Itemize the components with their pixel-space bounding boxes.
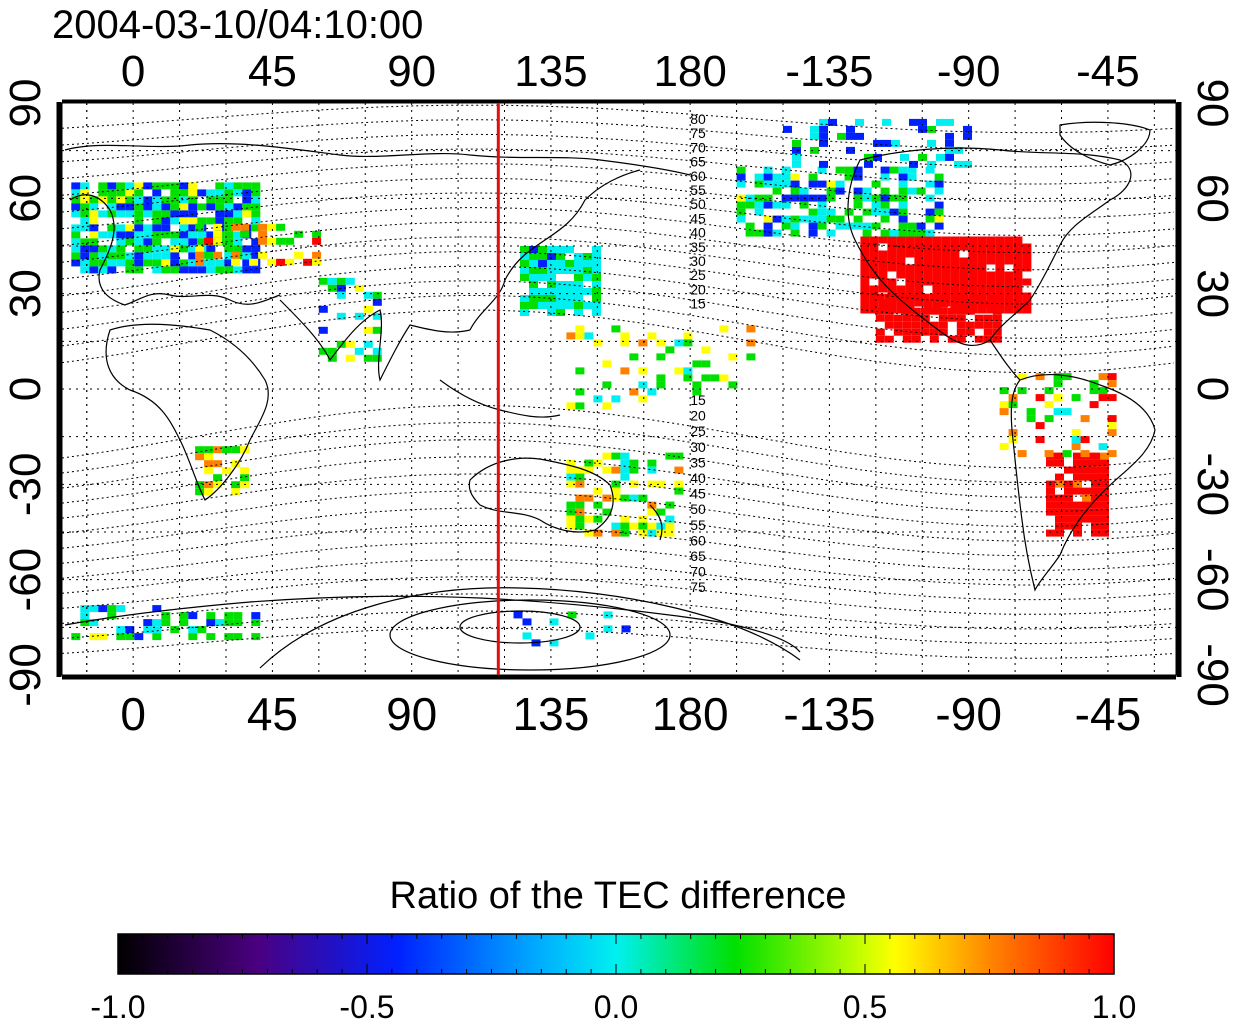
colorbar-tick-label: 0.0 (594, 989, 638, 1024)
right-lat-label: 60 (1188, 174, 1237, 223)
contour-label: 55 (690, 517, 706, 533)
right-lat-label: -90 (1188, 643, 1237, 707)
contour-label: 40 (690, 225, 706, 241)
top-lon-label: -135 (785, 47, 873, 96)
right-lat-label: -60 (1188, 548, 1237, 612)
right-lat-label: 90 (1188, 79, 1237, 128)
contour-label: 75 (690, 125, 706, 141)
colorbar-tick-label: 1.0 (1092, 989, 1136, 1024)
left-lat-label: 0 (1, 377, 50, 401)
contour-label: 75 (690, 579, 706, 595)
map-frame-edges (56, 99, 1182, 680)
bottom-lon-label: -90 (935, 688, 1001, 740)
contour-label: 25 (690, 423, 706, 439)
top-lon-label: 180 (653, 47, 726, 96)
timestamp-title: 2004-03-10/04:10:00 (52, 3, 423, 47)
left-latitude-labels: 90 60 30 0 -30 -60 -90 (1, 79, 50, 707)
right-latitude-labels: 90 60 30 0 -30 -60 -90 (1188, 79, 1237, 707)
contour-label: 30 (690, 439, 706, 455)
top-lon-label: 45 (248, 47, 297, 96)
contour-label: 35 (690, 239, 706, 255)
contour-value-labels: 8075706560555045403530252015152025303540… (690, 111, 706, 595)
contour-label: 35 (690, 454, 706, 470)
contour-label: 50 (690, 196, 706, 212)
bottom-lon-label: -45 (1075, 688, 1141, 740)
bottom-lon-label: 180 (652, 688, 729, 740)
top-lon-label: 0 (121, 47, 145, 96)
top-lon-label: 135 (514, 47, 587, 96)
top-longitude-labels: 0 45 90 135 180 -135 -90 -45 (121, 47, 1140, 96)
colorbar-title: Ratio of the TEC difference (390, 875, 847, 917)
contour-label: 45 (690, 210, 706, 226)
right-lat-label: -30 (1188, 453, 1237, 517)
contour-label: 30 (690, 253, 706, 269)
top-lon-label: -90 (937, 47, 1001, 96)
contour-label: 80 (690, 111, 706, 127)
left-lat-label: 90 (1, 79, 50, 128)
contour-label: 55 (690, 182, 706, 198)
contour-label: 70 (690, 139, 706, 155)
bottom-lon-label: 45 (247, 688, 298, 740)
left-lat-label: 60 (1, 174, 50, 223)
bottom-lon-label: 135 (513, 688, 590, 740)
left-lat-label: -30 (1, 453, 50, 517)
contour-label: 20 (690, 408, 706, 424)
contour-label: 20 (690, 281, 706, 297)
left-lat-label: -90 (1, 643, 50, 707)
contour-label: 40 (690, 470, 706, 486)
left-lat-label: 30 (1, 269, 50, 318)
top-lon-label: 90 (387, 47, 436, 96)
colorbar-ticks (117, 934, 1115, 974)
coastlines (64, 121, 1156, 671)
contour-label: 60 (690, 532, 706, 548)
bottom-longitude-labels: 0 45 90 135 180 -135 -90 -45 (120, 688, 1141, 740)
contour-label: 70 (690, 564, 706, 580)
bottom-lon-label: 90 (386, 688, 437, 740)
colorbar-tick-label: 0.5 (843, 989, 887, 1024)
bottom-lon-label: 0 (120, 688, 146, 740)
contour-label: 65 (690, 548, 706, 564)
contour-label: 15 (690, 392, 706, 408)
right-lat-label: 30 (1188, 269, 1237, 318)
top-lon-label: -45 (1076, 47, 1140, 96)
contour-label: 50 (690, 501, 706, 517)
colorbar-tick-label: -0.5 (339, 989, 394, 1024)
right-lat-label: 0 (1188, 377, 1237, 401)
contour-label: 45 (690, 486, 706, 502)
map-gridlines (62, 103, 1176, 675)
contour-label: 60 (690, 168, 706, 184)
left-lat-label: -60 (1, 548, 50, 612)
contour-label: 15 (690, 296, 706, 312)
colorbar-tick-label: -1.0 (90, 989, 145, 1024)
magnetic-latitude-contours (62, 104, 1175, 659)
bottom-lon-label: -135 (783, 688, 875, 740)
contour-label: 25 (690, 267, 706, 283)
contour-label: 65 (690, 154, 706, 170)
colorbar-tick-labels: -1.0 -0.5 0.0 0.5 1.0 (90, 989, 1136, 1024)
